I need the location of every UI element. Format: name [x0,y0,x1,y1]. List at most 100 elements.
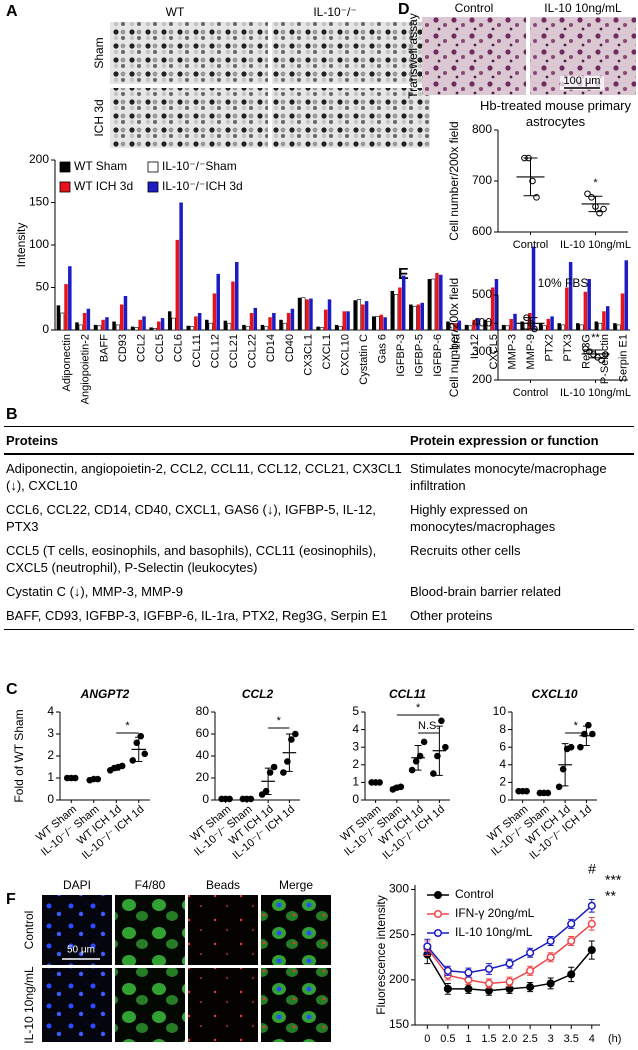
bar [86,308,91,330]
y-tick-label: 250 [389,927,409,941]
legend-label: IL-10⁻/⁻Sham [162,159,237,173]
cell: BAFF, CD93, IGFBP-3, IGFBP-6, IL-1ra, PT… [4,602,408,630]
panel-letter: A [6,3,18,20]
data-point [443,984,452,993]
bar [557,323,561,330]
transwell-image [422,17,526,95]
data-point [567,743,575,751]
y-tick-label: 300 [472,344,492,358]
bar [245,326,250,331]
x-tick-label: CCL6 [172,334,184,362]
x-tick-label: 2.5 [522,1033,537,1045]
bar [453,323,458,330]
x-tick-label: Angiopoietin-2 [80,334,92,404]
x-tick-label: CD14 [265,334,277,362]
bar [101,319,105,330]
bar [64,284,68,330]
chart-title: CCL11 [389,687,426,701]
blot-image [110,88,268,148]
x-tick-label: CXCL5 [488,334,500,369]
bar [431,278,436,331]
bar [513,313,517,330]
data-point [443,966,452,975]
error-bar [435,725,443,776]
bar [82,313,87,330]
data-point [567,936,576,946]
data-point [434,752,441,760]
bar [130,326,135,330]
y-tick-label: 600 [472,224,492,238]
bar [305,299,309,330]
data-point [423,942,432,951]
data-point [587,901,596,910]
y-tick-label: 20 [196,770,210,784]
legend-swatch [59,181,71,193]
data-point [430,770,437,777]
bar [472,319,476,330]
error-bar [285,733,293,772]
y-tick-label: 400 [472,316,492,330]
blot-image [272,88,430,148]
error-bar [90,777,98,782]
data-point [587,919,596,928]
x-tick-label: PTX3 [562,334,574,362]
error-bar [393,785,401,790]
x-tick-label: CX3CL1 [302,334,314,376]
data-point [505,959,514,968]
bar [231,281,235,330]
cell: CCL5 (T cells, eosinophils, and basophil… [6,543,377,575]
y-tick-label: 4 [499,757,506,771]
x-tick-label: CXCL10 [339,334,351,376]
bar [75,322,79,330]
bar [242,324,246,330]
x-tick-label: MMP-9 [525,334,537,369]
image-row-label: Control [22,911,36,950]
table-row: Cystatin C (↓), MMP-3, MMP-9 Blood-brain … [4,578,634,602]
y-tick-label: 500 [472,287,492,301]
panel-letter: C [6,681,18,698]
x-axis-unit: (h) [608,1033,621,1045]
beads-image [188,895,258,965]
image-column-label: F4/80 [135,878,166,892]
bar [112,321,116,330]
cell: Highly expressed on monocytes/macrophage… [410,502,556,534]
bar [409,304,413,330]
error-bar [582,725,590,746]
bar [560,324,566,331]
bar [216,273,220,330]
x-tick-label: IL-1ra [451,333,463,363]
scale-label: 100 μm [564,75,601,87]
bar [253,307,258,330]
data-point [408,766,416,774]
y-tick-label: 8 [499,722,506,736]
blot-row-label: Sham [92,37,106,68]
significance-label: *** [605,872,622,888]
data-point [585,721,592,729]
data-point [484,979,494,988]
data-point [270,763,278,771]
bar [119,304,124,330]
x-tick-label: 0 [424,1033,430,1045]
y-tick-label: 50 [36,280,50,294]
y-tick-label: 300 [389,882,409,896]
x-tick-label: MMP-3 [506,334,518,369]
significance-label: ** [591,332,600,344]
significance-label: * [277,715,282,727]
data-point [412,757,420,765]
bar [309,298,313,330]
bar [464,324,469,330]
bar [171,317,176,331]
image-column-label: DAPI [63,878,91,892]
f480-image [115,968,185,1042]
x-tick-label: 3 [548,1033,554,1045]
bar [383,317,387,330]
legend-label: IL-10 10ng/mL [455,925,533,939]
data-point [546,979,555,988]
data-point [533,194,540,201]
data-point [587,945,596,955]
bar [416,304,421,330]
bar [468,325,473,331]
bar [160,318,165,330]
